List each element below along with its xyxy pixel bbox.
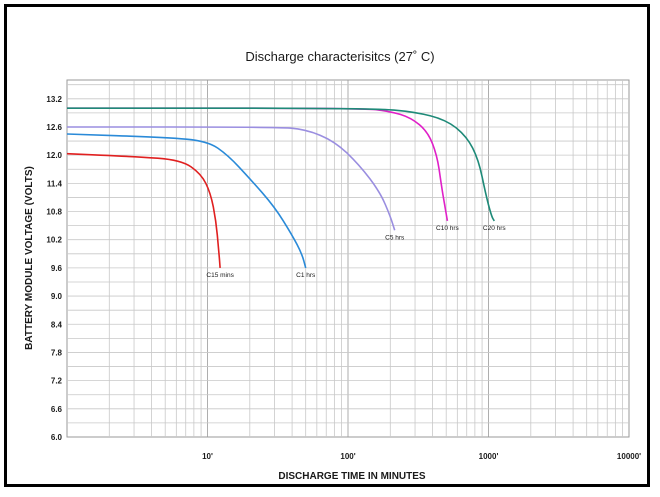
y-tick-label: 11.4 (47, 179, 63, 188)
y-tick-label: 6.0 (51, 433, 63, 442)
y-tick-label: 7.8 (51, 348, 63, 357)
y-tick-labels: 13.2 12.6 12.0 11.4 10.8 10.2 9.6 9.0 8.4 7.8 7.2 6… (46, 95, 62, 442)
y-tick-label: 13.2 (46, 95, 62, 104)
series-line-4 (67, 107, 495, 222)
series-label-0: C15 mins (206, 272, 234, 279)
y-tick-label: 9.0 (51, 292, 63, 301)
x-tick-labels: 10' 100' 1000' 10000' (202, 452, 641, 461)
y-tick-label: 10.8 (46, 208, 62, 217)
y-tick-label: 10.2 (46, 236, 62, 245)
x-tick-label: 1000' (479, 452, 499, 461)
x-tick-label: 10' (202, 452, 213, 461)
y-tick-label: 8.4 (51, 320, 63, 329)
series-labels: C15 mins C1 hrs C5 hrs C10 hrs C20 hrs (206, 225, 506, 279)
y-tick-label: 9.6 (51, 264, 63, 273)
series-label-1: C1 hrs (296, 272, 316, 279)
series-line-2 (67, 126, 396, 231)
series-group (66, 107, 495, 269)
series-label-2: C5 hrs (385, 234, 405, 241)
y-tick-label: 12.0 (46, 151, 62, 160)
series-label-4: C20 hrs (483, 225, 507, 232)
series-line-1 (66, 133, 307, 269)
y-tick-label: 12.6 (46, 123, 62, 132)
chart-title: Discharge characterisitcs (27˚ C) (245, 49, 434, 64)
y-tick-label: 6.6 (51, 405, 63, 414)
x-tick-label: 100' (340, 452, 355, 461)
y-tick-label: 7.2 (51, 377, 63, 386)
y-axis-label: BATTERY MODULE VOLTAGE (VOLTS) (24, 166, 35, 350)
x-tick-label: 10000' (617, 452, 641, 461)
series-label-3: C10 hrs (436, 225, 460, 232)
x-axis-label: DISCHARGE TIME IN MINUTES (278, 471, 426, 482)
series-line-0 (66, 152, 221, 268)
